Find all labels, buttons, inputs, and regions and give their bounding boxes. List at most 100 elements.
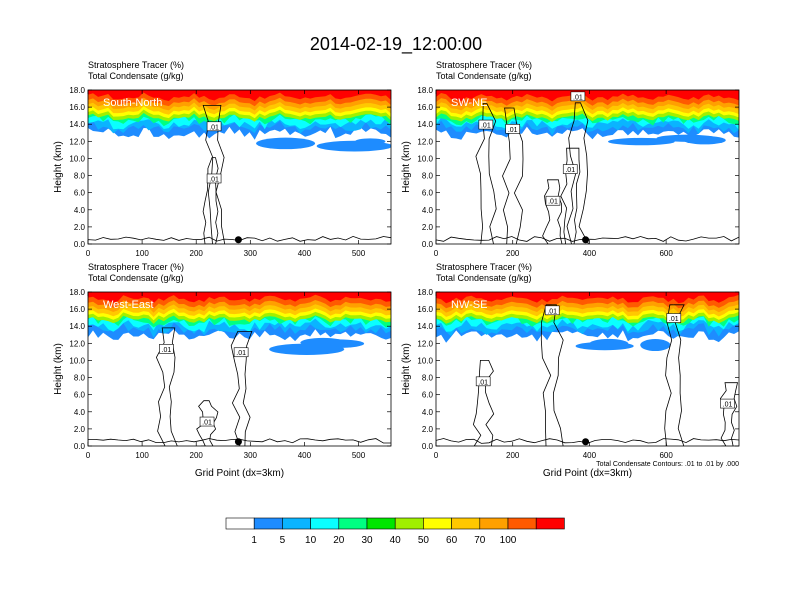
location-marker <box>234 438 242 446</box>
colorbar-label: 60 <box>446 535 458 546</box>
y-tick-label: 14.0 <box>69 322 85 331</box>
contour-label-box <box>199 416 215 427</box>
y-tick-label: 2.0 <box>74 223 86 232</box>
contour-label: .01 <box>666 313 682 323</box>
tracer-band <box>436 90 739 102</box>
condensate-contour <box>502 107 524 244</box>
contour-label: .01 <box>505 124 521 134</box>
x-tick-label: 600 <box>659 451 673 460</box>
y-tick-label: 18.0 <box>69 86 85 95</box>
field-title-tracer: Stratosphere Tracer (%) <box>88 60 184 70</box>
x-tick-label: 400 <box>583 451 597 460</box>
contour-label-text: .01 <box>669 316 679 323</box>
contour-label: .01 <box>478 119 494 130</box>
tracer-field <box>436 292 739 352</box>
field-title-tracer: Stratosphere Tracer (%) <box>436 262 532 272</box>
chart-title: 2014-02-19_12:00:00 <box>310 34 482 55</box>
contour-label-text: .01 <box>202 420 212 427</box>
field-title-condensate: Total Condensate (g/kg) <box>436 71 532 81</box>
contour-label-text: .01 <box>548 199 558 206</box>
contour-label-text: .01 <box>481 123 491 130</box>
y-axis-label: Height (km) <box>53 141 64 193</box>
field-title-condensate: Total Condensate (g/kg) <box>88 273 184 283</box>
x-axis-label: Grid Point (dx=3km) <box>195 468 284 479</box>
contour-label-text: .01 <box>236 350 246 357</box>
tracer-band <box>88 292 391 304</box>
x-tick-label: 100 <box>135 451 149 460</box>
y-tick-label: 12.0 <box>417 137 433 146</box>
y-tick-label: 12.0 <box>417 339 433 348</box>
y-axis-label: Height (km) <box>401 343 412 395</box>
panel-label: SW-NE <box>451 97 487 109</box>
panel-label: South-North <box>103 97 162 109</box>
x-tick-label: 200 <box>506 249 520 258</box>
colorbar-label: 5 <box>280 535 286 546</box>
tracer-band <box>436 292 739 304</box>
colorbar-label: 20 <box>333 535 345 546</box>
y-tick-label: 14.0 <box>69 120 85 129</box>
contour-label-box <box>570 91 586 102</box>
x-tick-label: 600 <box>659 249 673 258</box>
y-tick-label: 2.0 <box>74 425 86 434</box>
location-marker <box>582 236 590 244</box>
colorbar-cell <box>535 517 565 530</box>
panel-sw-ne: .01 .01 .01 .01 .01 0 200 400 600 0.0 2.0 4.0 6.0 8.0… <box>401 60 740 258</box>
y-tick-label: 16.0 <box>417 103 433 112</box>
y-tick-label: 4.0 <box>422 408 434 417</box>
colorbar-label: 10 <box>305 535 317 546</box>
y-tick-label: 2.0 <box>422 223 434 232</box>
contour-label: .01 <box>545 195 561 206</box>
contour-label-text: .01 <box>565 167 575 174</box>
y-tick-label: 10.0 <box>417 356 433 365</box>
tracer-patch <box>656 134 718 142</box>
contour-label-box <box>206 121 222 132</box>
colorbar-cell <box>366 517 396 530</box>
colorbar-label: 1 <box>251 535 257 546</box>
x-axis-label: Grid Point (dx=3km) <box>543 468 632 479</box>
contour-label-text: .01 <box>209 124 219 131</box>
contour-label-box <box>206 173 222 184</box>
contour-label-box <box>720 398 735 409</box>
contour-label-text: .01 <box>723 402 733 409</box>
y-tick-label: 16.0 <box>69 103 85 112</box>
contour-label-text: .01 <box>478 379 488 386</box>
panel-label: West-East <box>103 299 154 311</box>
x-tick-label: 0 <box>86 451 91 460</box>
field-title-condensate: Total Condensate (g/kg) <box>88 71 184 81</box>
condensate-contour <box>719 382 739 446</box>
colorbar-cell <box>394 517 424 530</box>
x-tick-label: 200 <box>506 451 520 460</box>
condensate-contour <box>566 102 589 244</box>
field-title-condensate: Total Condensate (g/kg) <box>436 273 532 283</box>
condensate-contour <box>196 400 219 446</box>
contour-label-box <box>159 344 174 354</box>
condensate-contour <box>542 179 563 244</box>
condensate-contour <box>472 360 495 446</box>
y-tick-label: 16.0 <box>69 305 85 314</box>
x-tick-label: 300 <box>244 451 258 460</box>
colorbar-cell <box>338 517 368 530</box>
tracer-patch <box>575 341 634 351</box>
x-tick-label: 500 <box>352 451 366 460</box>
contour-label-box <box>544 305 560 316</box>
contour-label-box <box>666 313 682 323</box>
y-tick-label: 10.0 <box>69 154 85 163</box>
colorbar-label: 50 <box>418 535 430 546</box>
condensate-contour <box>155 327 178 446</box>
y-tick-label: 18.0 <box>417 86 433 95</box>
y-tick-label: 0.0 <box>422 240 434 249</box>
plot-frame <box>87 89 392 245</box>
y-tick-label: 18.0 <box>69 288 85 297</box>
y-tick-label: 2.0 <box>422 425 434 434</box>
y-tick-label: 0.0 <box>74 240 86 249</box>
panel-west-east: .01 .01 .01 0 100 200 300 400 500 0.0 2.0 4.0 6.0 8.0… <box>53 262 392 479</box>
x-tick-label: 200 <box>190 451 204 460</box>
y-tick-label: 14.0 <box>417 120 433 129</box>
y-tick-label: 8.0 <box>422 374 434 383</box>
y-tick-label: 10.0 <box>417 154 433 163</box>
tracer-band <box>88 90 391 102</box>
y-tick-label: 6.0 <box>74 189 86 198</box>
colorbar-cell <box>310 517 340 530</box>
colorbar-cell <box>423 517 452 530</box>
